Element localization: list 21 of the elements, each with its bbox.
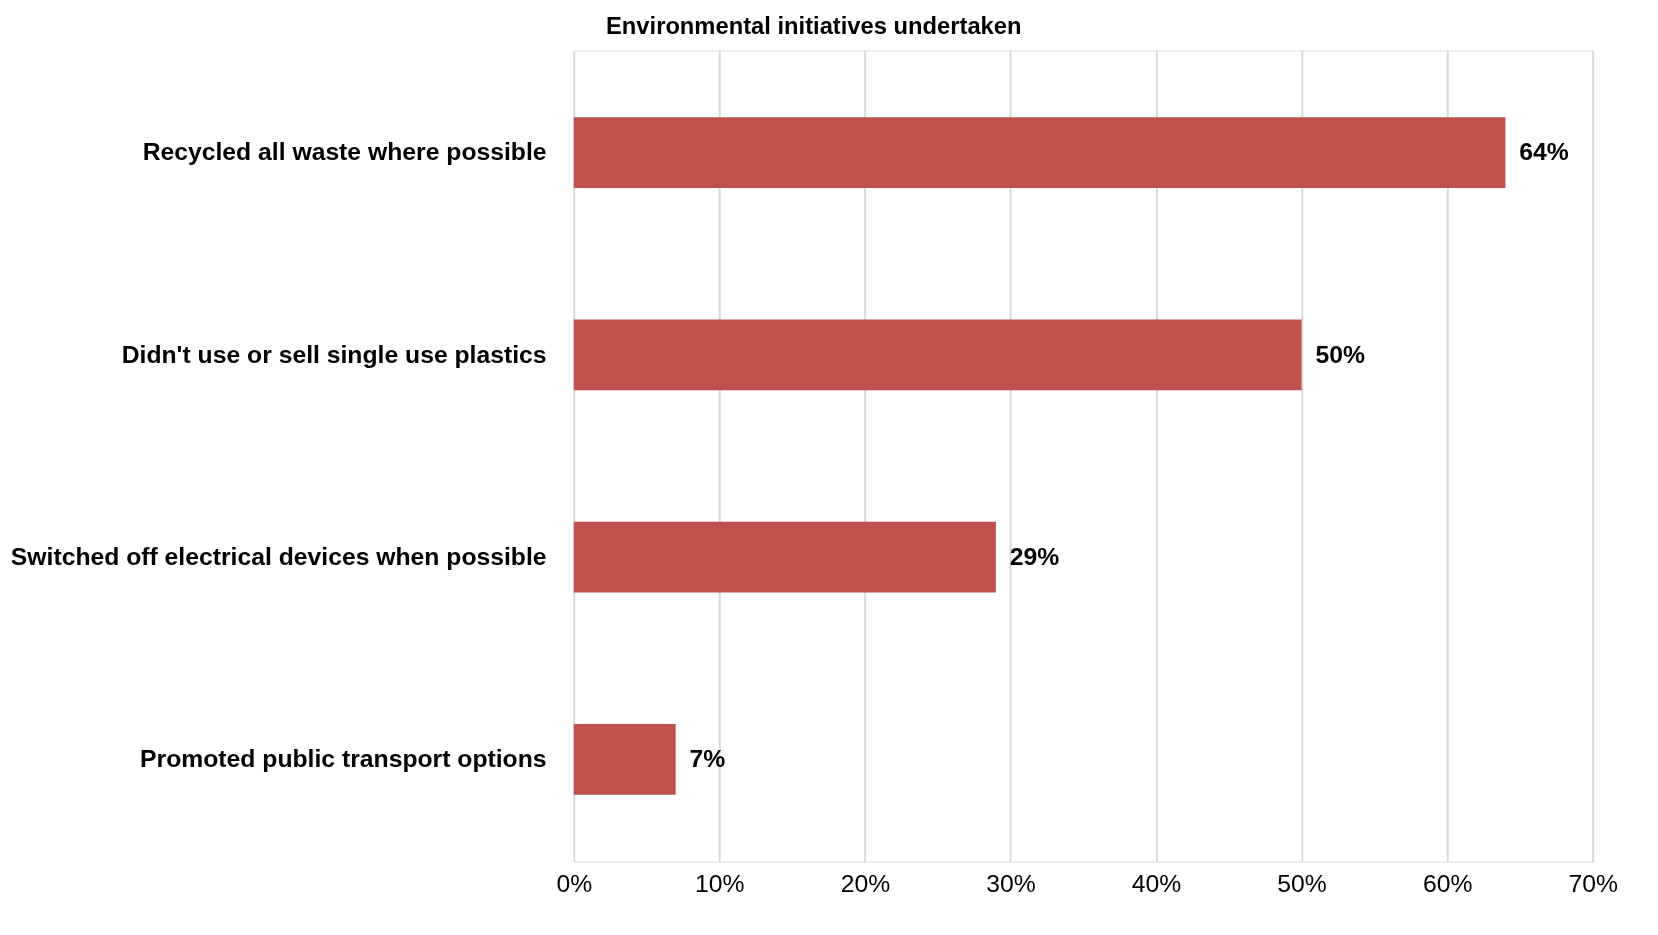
bar xyxy=(573,521,996,593)
y-tick-label: Promoted public transport options xyxy=(140,745,547,773)
data-label: 64% xyxy=(1519,138,1569,166)
data-label: 7% xyxy=(689,745,726,773)
y-tick-label: Switched off electrical devices when possible xyxy=(10,543,547,571)
bar xyxy=(573,319,1302,391)
x-tick-label: 10% xyxy=(695,869,745,897)
bar xyxy=(573,724,676,795)
x-tick-label: 70% xyxy=(1568,869,1618,897)
x-tick-label: 50% xyxy=(1277,869,1327,897)
x-tick-label: 30% xyxy=(986,869,1036,897)
data-label: 29% xyxy=(1009,543,1060,571)
x-tick-label: 20% xyxy=(840,869,891,897)
chart-title: Environmental initiatives undertaken xyxy=(606,12,1022,39)
y-tick-label: Recycled all waste where possible xyxy=(142,138,547,166)
x-tick-label: 0% xyxy=(556,869,593,897)
x-tick-label: 60% xyxy=(1422,869,1473,897)
x-tick-label: 40% xyxy=(1131,869,1182,897)
data-label: 50% xyxy=(1315,340,1365,368)
y-tick-label: Didn't use or sell single use plastics xyxy=(121,340,547,368)
bar xyxy=(573,117,1506,188)
